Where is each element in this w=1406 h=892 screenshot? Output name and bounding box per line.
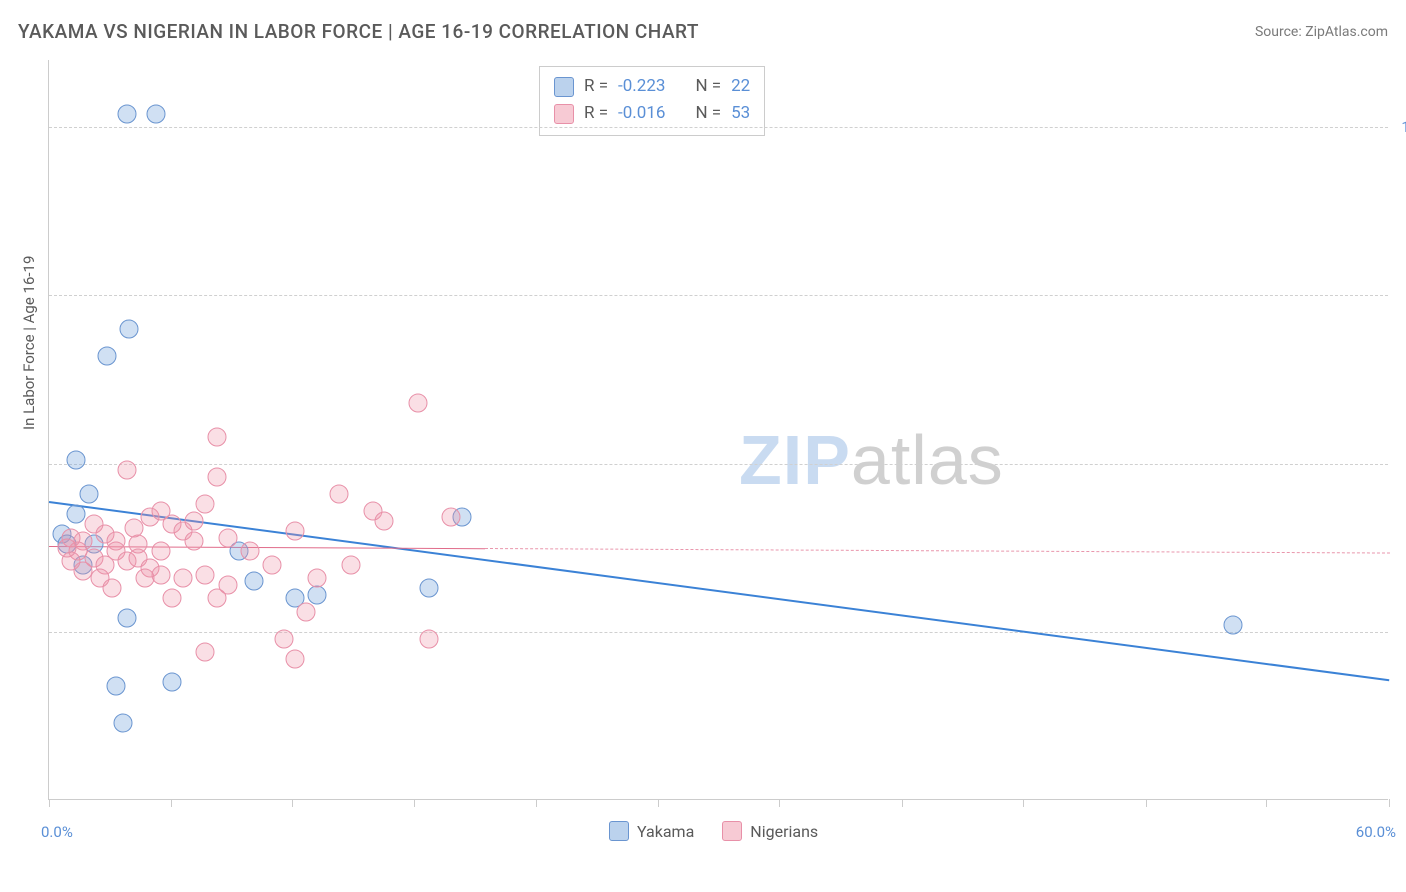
legend-item-nigerians: Nigerians xyxy=(722,821,818,841)
nigerians-point xyxy=(341,555,360,574)
r-label: R = xyxy=(584,73,608,100)
x-tick xyxy=(1023,799,1024,807)
nigerians-point xyxy=(207,427,226,446)
nigerians-point xyxy=(285,649,304,668)
nigerians-point xyxy=(196,643,215,662)
x-tick xyxy=(658,799,659,807)
nigerians-point xyxy=(196,565,215,584)
swatch-pink xyxy=(722,821,742,841)
n-label: N = xyxy=(695,73,721,100)
nigerians-point xyxy=(57,538,76,557)
nigerians-point xyxy=(442,508,461,527)
swatch-pink xyxy=(554,104,574,124)
x-tick-label-right: 60.0% xyxy=(1356,823,1396,841)
yakama-point xyxy=(120,320,139,339)
x-tick xyxy=(902,799,903,807)
yakama-point xyxy=(1223,616,1242,635)
swatch-blue xyxy=(554,77,574,97)
source-label: Source: ZipAtlas.com xyxy=(1255,24,1388,40)
legend-item-yakama: Yakama xyxy=(609,821,694,841)
y-tick-label: 100.0% xyxy=(1401,118,1406,136)
yakama-point xyxy=(107,676,126,695)
header: YAKAMA VS NIGERIAN IN LABOR FORCE | AGE … xyxy=(18,20,1388,43)
nigerians-point xyxy=(274,629,293,648)
watermark-atlas: atlas xyxy=(851,421,1004,499)
n-value: 53 xyxy=(731,100,750,127)
nigerians-point xyxy=(196,495,215,514)
x-tick xyxy=(1266,799,1267,807)
gridline xyxy=(49,127,1388,128)
y-axis-label: In Labor Force | Age 16-19 xyxy=(20,256,38,430)
r-label: R = xyxy=(584,100,608,127)
yakama-point xyxy=(113,713,132,732)
yakama-point xyxy=(308,585,327,604)
n-label: N = xyxy=(695,100,721,127)
nigerians-point xyxy=(185,511,204,530)
nigerians-point xyxy=(207,468,226,487)
nigerians-point xyxy=(162,589,181,608)
yakama-point xyxy=(98,347,117,366)
nigerians-point xyxy=(124,518,143,537)
x-tick xyxy=(1389,799,1390,807)
nigerians-point xyxy=(136,569,155,588)
n-value: 22 xyxy=(731,73,750,100)
nigerians-point xyxy=(118,461,137,480)
x-tick xyxy=(779,799,780,807)
yakama-point xyxy=(162,673,181,692)
x-tick xyxy=(49,799,50,807)
nigerians-point xyxy=(129,535,148,554)
r-value: -0.016 xyxy=(618,100,665,127)
nigerians-point xyxy=(296,602,315,621)
x-tick-label-left: 0.0% xyxy=(41,823,73,841)
stats-box: R = -0.223 N = 22 R = -0.016 N = 53 xyxy=(539,66,765,136)
yakama-point xyxy=(66,451,85,470)
stats-row: R = -0.223 N = 22 xyxy=(554,73,750,100)
yakama-trend-line xyxy=(49,501,1389,681)
watermark: ZIPatlas xyxy=(739,420,1004,500)
nigerians-point xyxy=(151,542,170,561)
r-value: -0.223 xyxy=(618,73,665,100)
legend-label: Yakama xyxy=(637,822,694,841)
watermark-zip: ZIP xyxy=(739,421,851,499)
nigerians-point xyxy=(174,569,193,588)
scatter-chart: ZIPatlas R = -0.223 N = 22 R = -0.016 N = 5… xyxy=(48,60,1388,800)
x-tick xyxy=(414,799,415,807)
swatch-blue xyxy=(609,821,629,841)
nigerians-point xyxy=(185,532,204,551)
nigerians-point xyxy=(308,569,327,588)
yakama-point xyxy=(80,484,99,503)
gridline xyxy=(49,464,1388,465)
x-tick xyxy=(171,799,172,807)
chart-title: YAKAMA VS NIGERIAN IN LABOR FORCE | AGE … xyxy=(18,20,699,43)
nigerians-point xyxy=(330,484,349,503)
nigerians-point xyxy=(408,394,427,413)
stats-row: R = -0.016 N = 53 xyxy=(554,100,750,127)
yakama-point xyxy=(66,505,85,524)
yakama-point xyxy=(419,579,438,598)
nigerians-point xyxy=(218,528,237,547)
gridline xyxy=(49,632,1388,633)
nigerians-point xyxy=(207,589,226,608)
yakama-point xyxy=(118,609,137,628)
nigerians-point xyxy=(375,511,394,530)
legend-label: Nigerians xyxy=(750,822,818,841)
x-tick xyxy=(1146,799,1147,807)
nigerians-point xyxy=(419,629,438,648)
nigerians-point xyxy=(241,542,260,561)
nigerians-point xyxy=(102,579,121,598)
x-tick xyxy=(292,799,293,807)
nigerians-point xyxy=(285,521,304,540)
yakama-point xyxy=(118,104,137,123)
gridline xyxy=(49,295,1388,296)
legend: Yakama Nigerians xyxy=(609,821,818,841)
nigerians-point xyxy=(263,555,282,574)
yakama-point xyxy=(245,572,264,591)
x-tick xyxy=(536,799,537,807)
nigerians-trend-line xyxy=(484,548,1388,554)
yakama-point xyxy=(147,104,166,123)
